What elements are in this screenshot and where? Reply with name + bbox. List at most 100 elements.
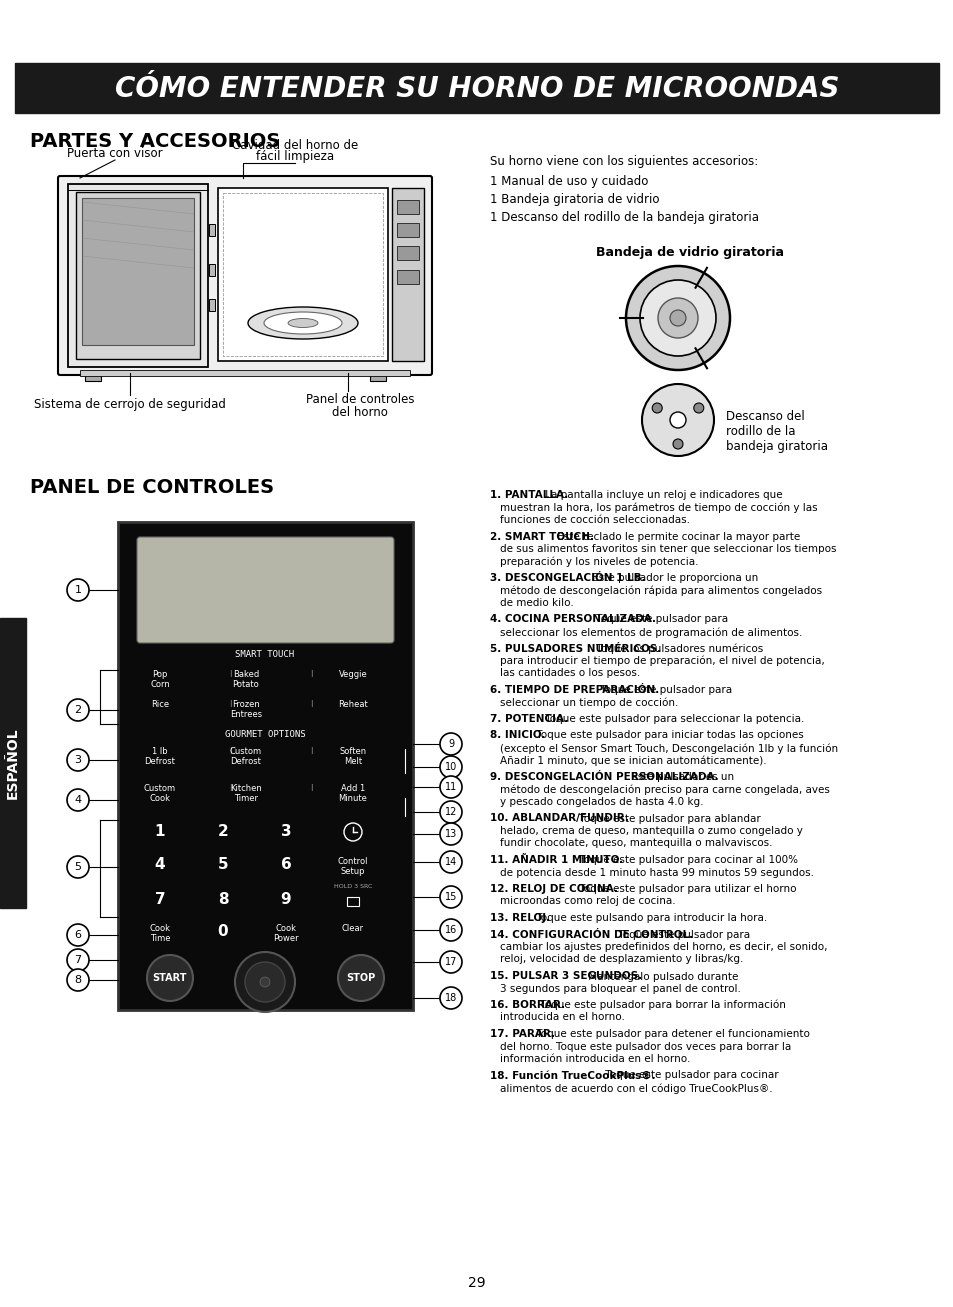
Text: las cantidades o los pesos.: las cantidades o los pesos. bbox=[499, 668, 639, 678]
Bar bbox=[370, 372, 386, 382]
Bar bbox=[396, 223, 418, 237]
Text: Toque este pulsador para: Toque este pulsador para bbox=[597, 685, 732, 695]
Text: Panel de controles: Panel de controles bbox=[305, 393, 414, 406]
Text: 17: 17 bbox=[444, 957, 456, 967]
Text: 6: 6 bbox=[74, 931, 81, 940]
Bar bbox=[82, 197, 193, 345]
Text: 0: 0 bbox=[217, 924, 228, 938]
Text: GOURMET OPTIONS: GOURMET OPTIONS bbox=[225, 731, 305, 738]
Text: 5. PULSADORES NUMÉRICOS.: 5. PULSADORES NUMÉRICOS. bbox=[490, 643, 660, 654]
Text: Su horno viene con los siguientes accesorios:: Su horno viene con los siguientes acceso… bbox=[490, 156, 758, 169]
Text: I: I bbox=[310, 784, 312, 793]
Text: Toque este pulsador para: Toque este pulsador para bbox=[614, 929, 749, 940]
Text: 7. POTENCIA.: 7. POTENCIA. bbox=[490, 714, 568, 724]
Text: seleccionar los elementos de programación de alimentos.: seleccionar los elementos de programació… bbox=[499, 627, 801, 638]
Circle shape bbox=[245, 962, 285, 1002]
Ellipse shape bbox=[288, 319, 317, 328]
Text: 7: 7 bbox=[154, 891, 165, 907]
Circle shape bbox=[439, 919, 461, 941]
Text: Cook
Power: Cook Power bbox=[273, 924, 298, 944]
Text: Reheat: Reheat bbox=[337, 701, 368, 708]
Text: 12. RELOJ DE COCINA.: 12. RELOJ DE COCINA. bbox=[490, 884, 618, 894]
Text: 16. BORRAR.: 16. BORRAR. bbox=[490, 1000, 564, 1010]
Text: Toque este pulsador para cocinar: Toque este pulsador para cocinar bbox=[601, 1070, 778, 1081]
Circle shape bbox=[439, 987, 461, 1009]
Text: 1 Descanso del rodillo de la bandeja giratoria: 1 Descanso del rodillo de la bandeja gir… bbox=[490, 210, 759, 223]
Text: I: I bbox=[310, 748, 312, 755]
Bar bbox=[85, 372, 101, 382]
Text: Pop
Corn: Pop Corn bbox=[150, 670, 170, 689]
Text: helado, crema de queso, mantequilla o zumo congelado y: helado, crema de queso, mantequilla o zu… bbox=[499, 826, 802, 836]
Bar bbox=[15, 63, 938, 112]
Circle shape bbox=[67, 789, 89, 812]
Circle shape bbox=[67, 949, 89, 971]
Text: SMART TOUCH: SMART TOUCH bbox=[235, 650, 294, 659]
Text: fundir chocolate, queso, mantequilla o malvaviscos.: fundir chocolate, queso, mantequilla o m… bbox=[499, 839, 772, 848]
Text: 3. DESCONGELACIÓN 1 LB.: 3. DESCONGELACIÓN 1 LB. bbox=[490, 572, 645, 583]
Text: de medio kilo.: de medio kilo. bbox=[499, 599, 573, 608]
Text: Cook
Time: Cook Time bbox=[150, 924, 171, 944]
Text: de potencia desde 1 minuto hasta 99 minutos 59 segundos.: de potencia desde 1 minuto hasta 99 minu… bbox=[499, 868, 813, 877]
Circle shape bbox=[67, 856, 89, 878]
Text: alimentos de acuerdo con el código TrueCookPlus®.: alimentos de acuerdo con el código TrueC… bbox=[499, 1084, 772, 1094]
Text: Sistema de cerrojo de seguridad: Sistema de cerrojo de seguridad bbox=[34, 399, 226, 410]
Text: 8. INICIO.: 8. INICIO. bbox=[490, 731, 545, 741]
Bar bbox=[223, 193, 382, 356]
Text: Custom
Cook: Custom Cook bbox=[144, 784, 176, 804]
Text: 1 Manual de uso y cuidado: 1 Manual de uso y cuidado bbox=[490, 175, 648, 188]
Bar bbox=[396, 246, 418, 260]
Text: 7: 7 bbox=[74, 955, 81, 965]
Text: 1 Bandeja giratoria de vidrio: 1 Bandeja giratoria de vidrio bbox=[490, 193, 659, 207]
Bar bbox=[396, 271, 418, 284]
Text: 9: 9 bbox=[448, 738, 454, 749]
Text: 4: 4 bbox=[74, 795, 81, 805]
Text: Toque este pulsador para detener el funcionamiento: Toque este pulsador para detener el func… bbox=[533, 1029, 809, 1039]
Text: Frozen
Entrees: Frozen Entrees bbox=[230, 701, 262, 719]
Text: 13. RELOJ.: 13. RELOJ. bbox=[490, 914, 550, 923]
Text: Este pulsador le proporciona un: Este pulsador le proporciona un bbox=[588, 572, 758, 583]
Text: STOP: STOP bbox=[346, 972, 375, 983]
Text: Puerta con visor: Puerta con visor bbox=[67, 146, 163, 159]
Text: PANEL DE CONTROLES: PANEL DE CONTROLES bbox=[30, 478, 274, 497]
Text: 2: 2 bbox=[217, 823, 228, 839]
Text: 6. TIEMPO DE PREPARACIÓN.: 6. TIEMPO DE PREPARACIÓN. bbox=[490, 685, 659, 695]
Text: reloj, velocidad de desplazamiento y libras/kg.: reloj, velocidad de desplazamiento y lib… bbox=[499, 954, 742, 965]
Circle shape bbox=[67, 749, 89, 771]
Text: Kitchen
Timer: Kitchen Timer bbox=[230, 784, 262, 804]
Circle shape bbox=[439, 801, 461, 823]
Text: Veggie: Veggie bbox=[338, 670, 367, 680]
Text: HOLD 3 SRC: HOLD 3 SRC bbox=[334, 884, 372, 889]
FancyBboxPatch shape bbox=[58, 176, 432, 375]
Text: 9. DESCONGELACIÓN PERSONALIZADA.: 9. DESCONGELACIÓN PERSONALIZADA. bbox=[490, 772, 718, 782]
Text: 1. PANTALLA.: 1. PANTALLA. bbox=[490, 490, 568, 501]
Bar bbox=[0, 618, 26, 908]
Text: Soften
Melt: Soften Melt bbox=[339, 748, 366, 766]
FancyBboxPatch shape bbox=[137, 537, 394, 643]
Text: y pescado congelados de hasta 4.0 kg.: y pescado congelados de hasta 4.0 kg. bbox=[499, 797, 702, 806]
Text: 11. AÑADIR 1 MINUTO.: 11. AÑADIR 1 MINUTO. bbox=[490, 855, 622, 865]
Text: 3 segundos para bloquear el panel de control.: 3 segundos para bloquear el panel de con… bbox=[499, 983, 740, 993]
Circle shape bbox=[337, 955, 384, 1001]
Text: 11: 11 bbox=[444, 782, 456, 792]
Bar bbox=[209, 299, 214, 311]
Text: funciones de cocción seleccionadas.: funciones de cocción seleccionadas. bbox=[499, 515, 689, 525]
Circle shape bbox=[439, 776, 461, 799]
Text: 3: 3 bbox=[280, 823, 291, 839]
Circle shape bbox=[625, 267, 729, 370]
Text: (excepto el Sensor Smart Touch, Descongelación 1lb y la función: (excepto el Sensor Smart Touch, Desconge… bbox=[499, 742, 838, 754]
Text: 13: 13 bbox=[444, 829, 456, 839]
Circle shape bbox=[260, 978, 270, 987]
Text: 1: 1 bbox=[74, 586, 81, 595]
Text: preparación y los niveles de potencia.: preparación y los niveles de potencia. bbox=[499, 557, 698, 567]
Text: para introducir el tiempo de preparación, el nivel de potencia,: para introducir el tiempo de preparación… bbox=[499, 656, 824, 667]
Text: 5: 5 bbox=[74, 863, 81, 872]
Text: 4. COCINA PERSONALIZADA.: 4. COCINA PERSONALIZADA. bbox=[490, 614, 656, 625]
Circle shape bbox=[652, 403, 661, 413]
Text: START: START bbox=[152, 972, 187, 983]
Circle shape bbox=[439, 951, 461, 972]
Circle shape bbox=[639, 280, 716, 356]
Text: Manténgalo pulsado durante: Manténgalo pulsado durante bbox=[584, 971, 738, 982]
Bar bbox=[118, 521, 413, 1010]
Circle shape bbox=[67, 699, 89, 721]
Text: Añadir 1 minuto, que se inician automáticamente).: Añadir 1 minuto, que se inician automáti… bbox=[499, 755, 766, 766]
